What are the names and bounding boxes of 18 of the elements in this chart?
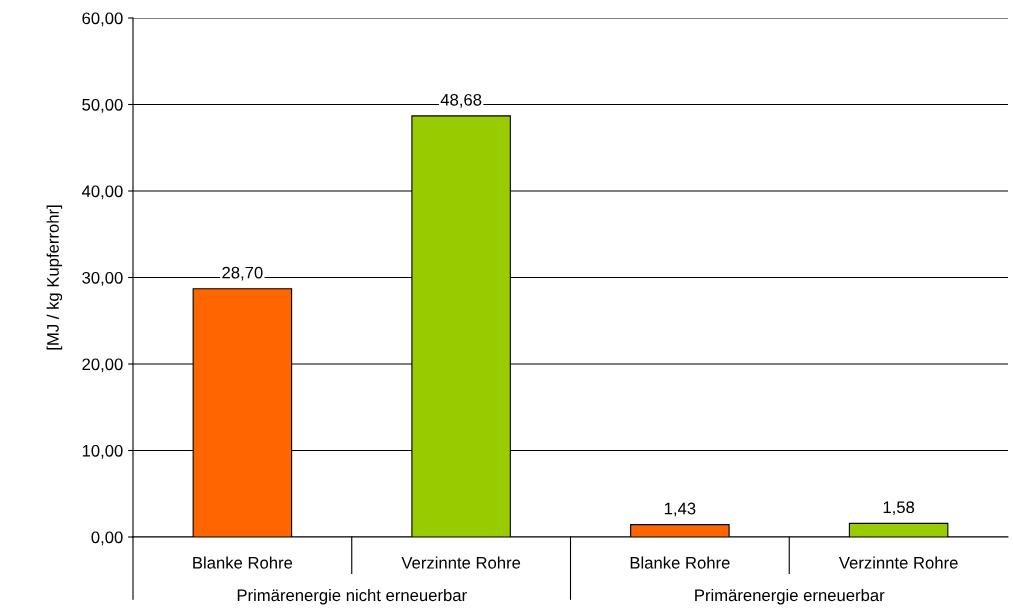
y-tick-label: 50,00 xyxy=(82,98,123,113)
data-label: 28,70 xyxy=(222,266,263,281)
y-tick-label: 40,00 xyxy=(81,185,123,200)
y-tick-label: 30,00 xyxy=(82,271,123,286)
x-tick-label: Blanke Rohre xyxy=(630,556,730,569)
data-label: 1,43 xyxy=(664,502,696,517)
text: Primärenergie nicht erneuerbar xyxy=(237,588,467,605)
y-axis-title: [MJ / kg Kupferrohr] xyxy=(46,205,63,350)
y-tick-label: 60,00 xyxy=(82,12,123,27)
text: Primärenergie erneuerbar xyxy=(695,588,885,605)
y-tick-label: 10,00 xyxy=(82,444,123,459)
x-tick-label: Verzinnte Rohre xyxy=(401,556,521,569)
x-tick-label: Verzinnte Rohre xyxy=(838,556,958,569)
y-tick-label: 0,00 xyxy=(91,531,123,546)
data-label: 1,58 xyxy=(883,501,915,516)
x-tick-label: Blanke Rohre xyxy=(193,556,293,569)
data-label: 48,68 xyxy=(440,93,482,108)
y-tick-label: 20,00 xyxy=(82,358,123,373)
